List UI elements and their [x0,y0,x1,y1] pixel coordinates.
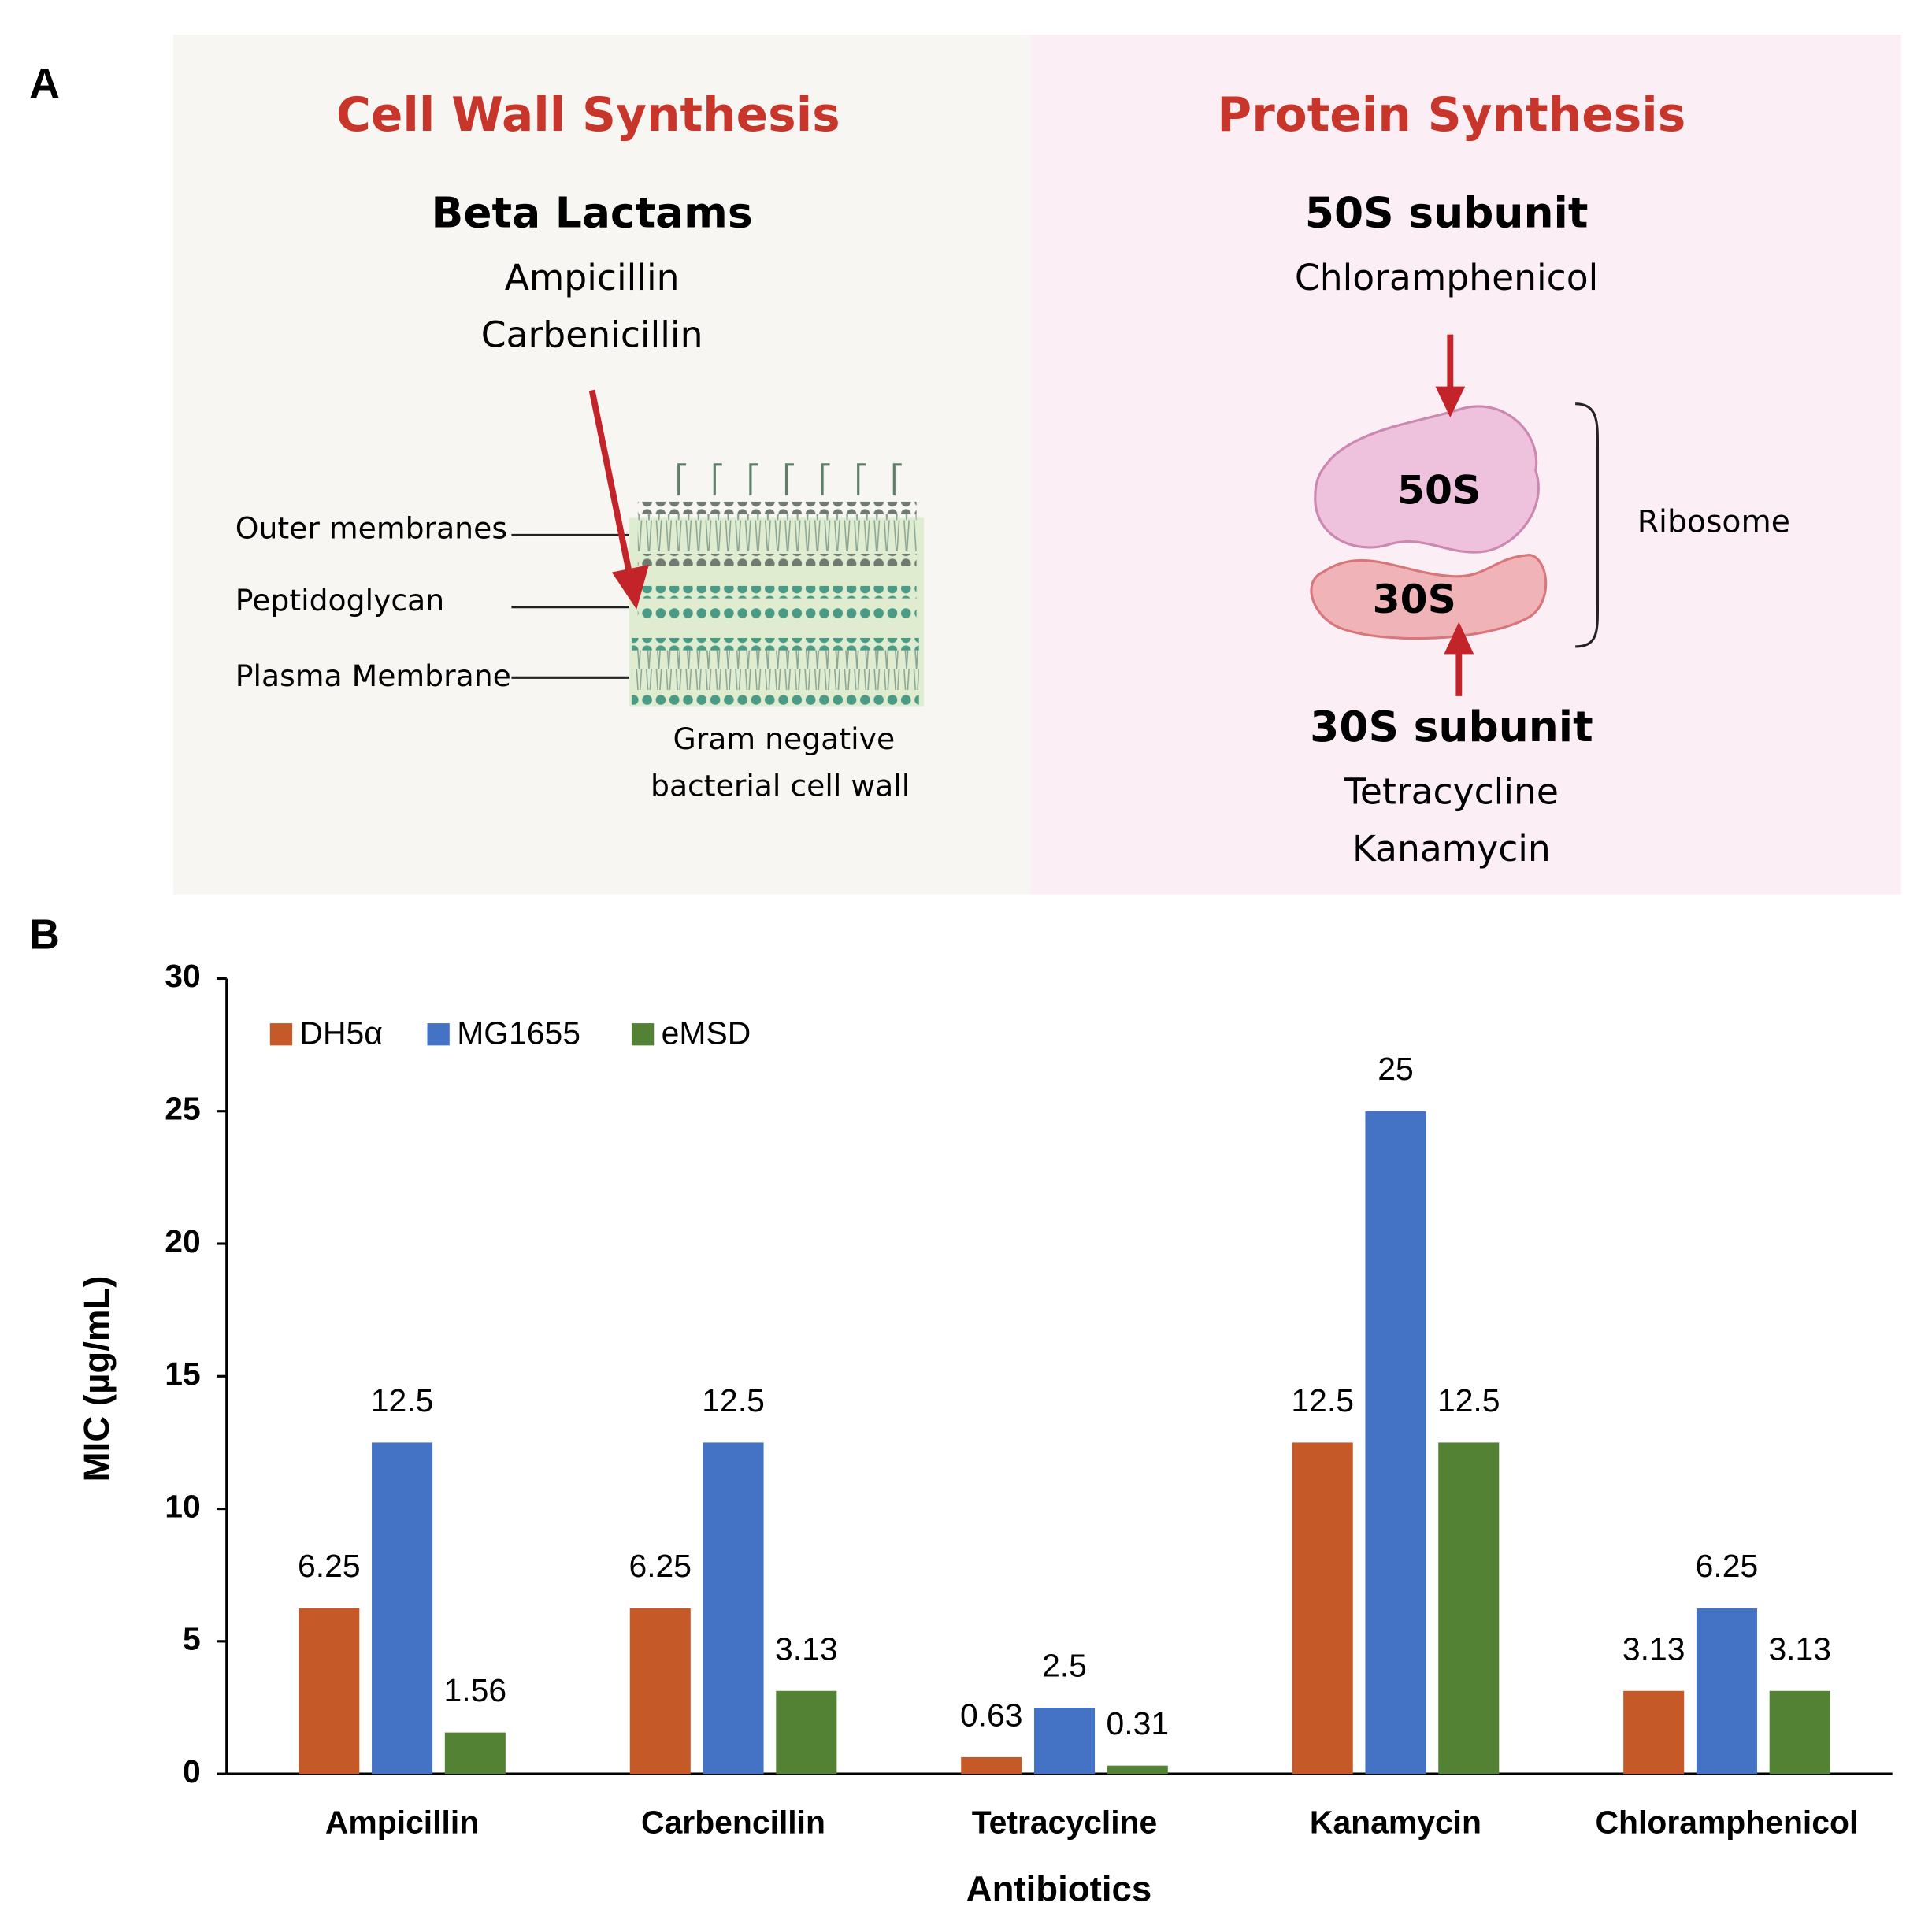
bar [1292,1442,1353,1775]
subunit: 50S subunit [1305,187,1589,237]
bar [1769,1690,1830,1775]
y-tick-label: 25 [165,1091,200,1127]
drug: Ampicillin [505,257,680,299]
x-tick-label: Kanamycin [1310,1804,1481,1840]
drug: Chloramphenicol [1295,257,1598,299]
legend-label: DH5α [300,1015,383,1052]
x-tick-label: Chloramphenicol [1596,1804,1859,1840]
data-label: 3.13 [775,1630,838,1667]
y-tick-label: 10 [165,1488,200,1524]
data-label: 25 [1378,1051,1413,1087]
membrane [631,637,919,651]
drug: Kanamycin [1352,828,1551,870]
caption: Gram negative [673,721,896,756]
y-tick-label: 30 [165,958,200,994]
y-axis-title: MIC (µg/mL) [76,1276,117,1482]
layer-label: Plasma Membrane [235,658,511,693]
lps [677,463,902,496]
bar [1623,1690,1685,1775]
membrane [637,554,917,566]
layer-label: Outer membranes [235,511,507,546]
arrow [588,389,632,573]
membrane [637,501,917,514]
data-label: 1.56 [444,1672,507,1708]
ribosome-part: 30S [1373,576,1456,622]
layer-label: Peptidoglycan [235,583,444,618]
bracket [1575,402,1600,648]
protein-panel: Protein Synthesis 50S subunit Chloramphe… [1217,88,1789,870]
x-axis-title: Antibiotics [966,1869,1152,1909]
legend-swatch [427,1023,450,1046]
bar [1033,1707,1096,1775]
data-label: 6.25 [298,1548,361,1584]
data-label: 6.25 [1696,1548,1759,1584]
arrow-head [1435,386,1466,418]
data-label: 12.5 [1437,1382,1500,1419]
cell-wall-panel: Cell Wall Synthesis Beta Lactams Ampicil… [235,88,925,803]
ribosome-part: 50S [1397,466,1481,513]
data-label: 0.31 [1107,1705,1170,1741]
bar [776,1690,837,1775]
panel-label: A [29,61,60,107]
peptidoglycan [637,585,917,599]
y-tick-label: 20 [165,1223,200,1259]
panel-title: Cell Wall Synthesis [336,88,840,143]
arrow-head [611,565,649,610]
peptidoglycan [637,606,917,618]
data-label: 12.5 [702,1382,765,1419]
bar [961,1756,1022,1775]
bar-chart: Antibiotics MIC (µg/mL) 0 5 10 15 20 25 30 Ampi… [76,958,1893,1909]
membrane [631,692,919,705]
x-tick-label: Ampicillin [325,1804,479,1840]
x-tick-label: Tetracycline [972,1804,1158,1840]
membrane [637,514,917,551]
ribosome-30s [1310,553,1548,640]
drug: Carbenicillin [481,313,703,355]
legend-label: eMSD [662,1015,751,1052]
data-label: 0.63 [960,1697,1023,1733]
bar [629,1608,691,1775]
bar [1696,1608,1757,1775]
legend-swatch [631,1023,655,1046]
panel-label: B [29,912,60,959]
drug: Tetracycline [1344,771,1559,813]
drug-class: Beta Lactams [432,187,753,237]
data-label: 12.5 [1291,1382,1354,1419]
ribosome-label: Ribosome [1637,505,1790,540]
data-label: 2.5 [1042,1647,1087,1683]
caption: bacterial cell wall [651,769,910,803]
arrow-head [1444,621,1474,655]
data-label: 12.5 [371,1382,434,1419]
data-label: 3.13 [1622,1630,1685,1667]
subunit: 30S subunit [1310,702,1593,751]
bar [1438,1442,1500,1775]
bar [372,1442,433,1775]
y-tick-label: 15 [165,1356,200,1392]
panel-bg [173,35,1031,895]
bar [299,1608,360,1775]
legend-label: MG1655 [457,1015,580,1052]
y-tick-label: 0 [183,1753,201,1790]
x-tick-label: Carbencillin [641,1804,825,1840]
y-tick-label: 5 [183,1621,201,1657]
bar [444,1732,506,1775]
data-label: 3.13 [1768,1630,1831,1667]
bar [703,1442,764,1775]
membrane [631,650,919,691]
bar [1365,1111,1426,1775]
ribosome-50s [1314,405,1540,554]
bar [1107,1765,1168,1775]
data-label: 6.25 [629,1548,692,1584]
panel-title: Protein Synthesis [1217,88,1685,143]
legend-swatch [269,1023,293,1046]
